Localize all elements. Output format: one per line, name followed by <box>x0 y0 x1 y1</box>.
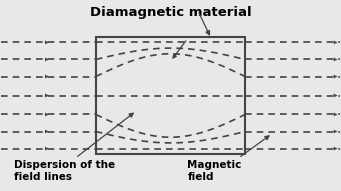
Text: Diamagnetic material: Diamagnetic material <box>90 6 251 19</box>
Bar <box>96 37 245 154</box>
Text: Dispersion of the
field lines: Dispersion of the field lines <box>14 160 115 182</box>
Text: Magnetic
field: Magnetic field <box>188 160 242 182</box>
